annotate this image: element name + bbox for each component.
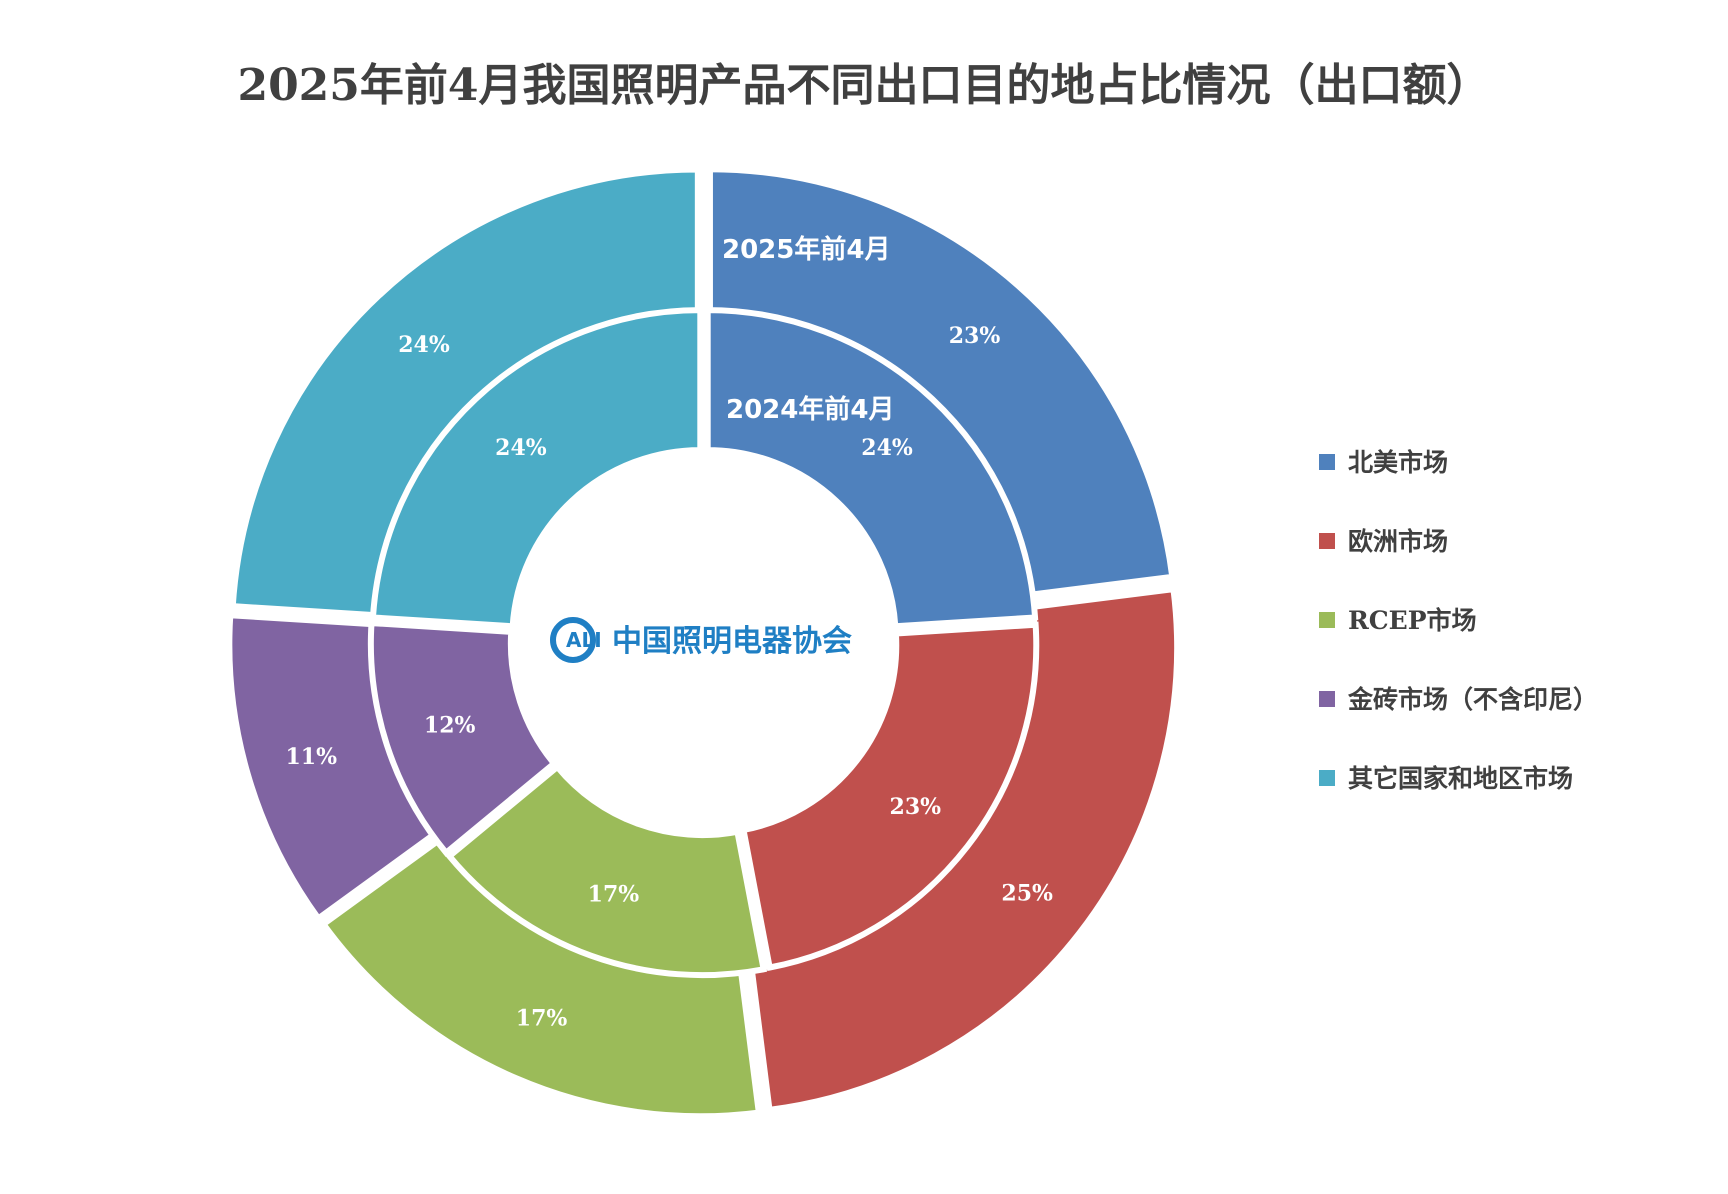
inner-slice-4 xyxy=(367,619,559,857)
legend-label-5: 其它国家和地区市场 xyxy=(1348,764,1573,793)
inner-slice-label-1: 24% xyxy=(861,435,913,461)
logo-circle-icon xyxy=(550,617,596,663)
legend-swatch-5 xyxy=(1319,770,1335,786)
legend-label-3: RCEP市场 xyxy=(1348,606,1477,635)
inner-ring xyxy=(367,307,1040,979)
inner-slice-label-2: 23% xyxy=(890,794,942,820)
slice-labels: 23% 25% 17% 11% 24% 24% 23% 17% 12% 24% xyxy=(285,323,1053,1031)
legend-label-1: 北美市场 xyxy=(1348,448,1448,477)
legend-swatch-3 xyxy=(1319,612,1335,628)
outer-slice-label-5: 24% xyxy=(398,332,450,358)
legend-swatch-2 xyxy=(1319,533,1335,549)
legend-label-4: 金砖市场（不含印尼） xyxy=(1347,685,1598,714)
inner-slice-label-3: 17% xyxy=(588,882,640,908)
outer-ring-label: 2025年前4月 xyxy=(722,234,890,265)
logo: ALI 中国照明电器协会 xyxy=(550,617,852,663)
outer-slice-label-2: 25% xyxy=(1001,881,1053,907)
legend-swatch-1 xyxy=(1319,454,1335,470)
inner-slice-label-5: 24% xyxy=(495,435,547,461)
legend-label-2: 欧洲市场 xyxy=(1348,527,1448,556)
chart-title: 2025年前4月我国照明产品不同出口目的地占比情况（出口额） xyxy=(237,60,1490,111)
inner-ring-label: 2024年前4月 xyxy=(726,394,894,425)
outer-slice-label-1: 23% xyxy=(949,323,1001,349)
outer-slice-label-3: 17% xyxy=(516,1005,568,1031)
outer-ring xyxy=(226,166,1181,1120)
outer-slice-label-4: 11% xyxy=(285,744,337,770)
inner-slice-2 xyxy=(739,621,1040,972)
inner-slice-label-4: 12% xyxy=(424,713,476,739)
logo-letters: ALI xyxy=(566,628,602,652)
inner-slice-1 xyxy=(704,307,1039,630)
inner-slice-3 xyxy=(445,762,768,979)
inner-slice-5 xyxy=(369,307,704,630)
logo-name: 中国照明电器协会 xyxy=(612,624,852,659)
legend-swatch-4 xyxy=(1319,691,1335,707)
